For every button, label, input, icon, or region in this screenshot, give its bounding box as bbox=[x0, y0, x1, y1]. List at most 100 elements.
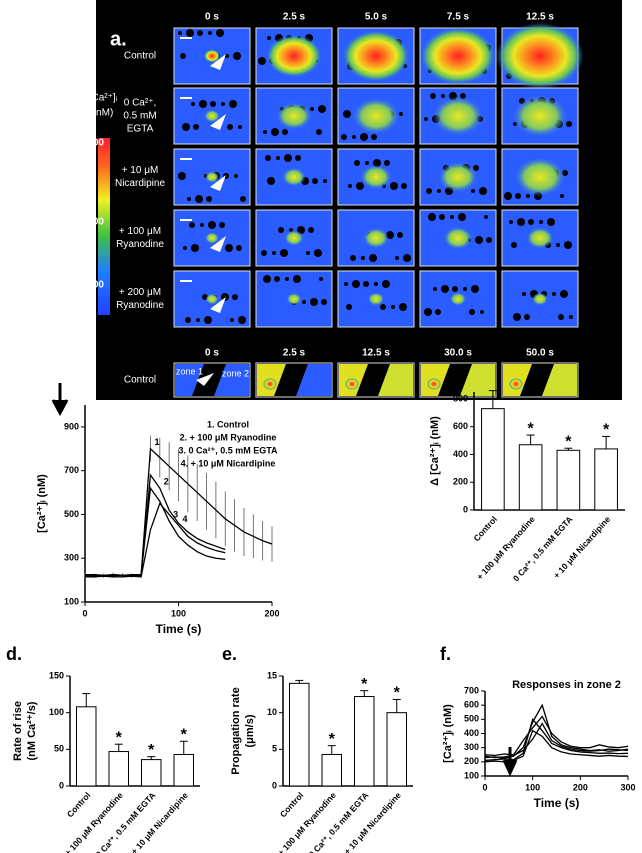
y-tick-label: 15 bbox=[267, 670, 277, 680]
time-header: 30.0 s bbox=[444, 348, 472, 359]
line bbox=[484, 729, 629, 763]
image-signal bbox=[449, 292, 467, 306]
x-tick-label: + 10 μM Nicardipine bbox=[129, 790, 190, 853]
image-texture bbox=[437, 189, 441, 193]
x-tick-label: 0 bbox=[482, 782, 487, 792]
image-texture bbox=[238, 316, 246, 324]
row-label: Ryanodine bbox=[116, 300, 164, 311]
image-texture bbox=[484, 215, 488, 219]
image-texture bbox=[267, 36, 271, 40]
x-tick-label: 100 bbox=[171, 608, 186, 618]
image-texture bbox=[439, 214, 445, 220]
image-texture bbox=[200, 223, 204, 227]
x-tick-label: 200 bbox=[573, 782, 588, 792]
image-texture bbox=[284, 154, 292, 162]
image-texture bbox=[233, 52, 241, 60]
image-texture bbox=[225, 244, 233, 252]
image-texture bbox=[186, 29, 194, 37]
panel-label: e. bbox=[222, 644, 237, 664]
image-texture bbox=[560, 290, 568, 298]
significance: * bbox=[361, 676, 368, 693]
image-tile bbox=[419, 148, 497, 206]
image-signal bbox=[204, 232, 220, 244]
bar bbox=[518, 444, 543, 511]
line bbox=[484, 722, 629, 759]
significance: * bbox=[394, 685, 401, 702]
row-label: + 100 μM bbox=[119, 226, 161, 237]
panel-label: c. bbox=[448, 369, 463, 389]
y-axis-label: Δ [Ca²⁺]ᵢ (nM) bbox=[429, 416, 441, 486]
image-texture bbox=[178, 172, 186, 180]
image-texture bbox=[293, 275, 301, 283]
y-tick-label: 400 bbox=[453, 449, 468, 459]
x-tick-label: + 10 μM Nicardipine bbox=[342, 790, 403, 853]
image-texture bbox=[475, 236, 483, 244]
image-texture bbox=[229, 100, 237, 108]
zone-label: zone 2 bbox=[222, 368, 249, 378]
image-texture bbox=[183, 246, 187, 250]
image-texture bbox=[191, 102, 195, 106]
x-tick-label: Control bbox=[471, 514, 499, 543]
image-texture bbox=[271, 128, 279, 136]
image-texture bbox=[219, 222, 225, 228]
image-texture bbox=[479, 187, 487, 195]
image-signal bbox=[420, 27, 496, 85]
bar bbox=[481, 408, 505, 511]
y-tick-label: 300 bbox=[464, 742, 479, 752]
image-texture bbox=[424, 308, 432, 316]
image-texture bbox=[350, 255, 356, 261]
image-texture bbox=[399, 112, 403, 116]
time-header: 12.5 s bbox=[526, 12, 554, 23]
image-texture bbox=[267, 177, 275, 185]
image-texture bbox=[316, 129, 322, 135]
line bbox=[484, 717, 629, 762]
bar bbox=[354, 696, 375, 787]
image-texture bbox=[528, 219, 534, 225]
image-texture bbox=[187, 197, 191, 201]
image-cell bbox=[378, 364, 413, 396]
image-texture bbox=[232, 294, 238, 300]
image-texture bbox=[480, 310, 484, 314]
image-texture bbox=[278, 227, 284, 233]
colorbar-label: [Ca²⁺]ᵢ bbox=[89, 93, 118, 104]
bar bbox=[556, 449, 581, 511]
curve-label: 1 bbox=[154, 437, 159, 447]
image-texture bbox=[365, 161, 369, 165]
image-texture bbox=[348, 184, 352, 188]
image-signal bbox=[496, 22, 584, 90]
line bbox=[484, 715, 629, 757]
image-texture bbox=[354, 160, 360, 166]
arrow bbox=[51, 383, 69, 417]
time-header: 2.5 s bbox=[283, 12, 306, 23]
image-texture bbox=[401, 183, 407, 189]
bar bbox=[386, 712, 407, 787]
panel-label: a. bbox=[110, 28, 127, 50]
image-texture bbox=[310, 298, 318, 306]
significance: * bbox=[148, 742, 155, 759]
image-texture bbox=[458, 213, 466, 221]
arrowhead bbox=[210, 236, 226, 252]
image-texture bbox=[310, 107, 314, 111]
image-texture bbox=[191, 244, 199, 252]
significance: * bbox=[116, 729, 123, 746]
y-tick-label: 0 bbox=[272, 780, 277, 790]
x-tick-label: 300 bbox=[620, 782, 635, 792]
y-tick-label: 600 bbox=[453, 421, 468, 431]
arrowhead bbox=[210, 175, 226, 191]
colorbar-label: (nM) bbox=[93, 108, 114, 119]
bar bbox=[141, 759, 162, 787]
image-texture bbox=[352, 135, 356, 139]
line bbox=[85, 502, 226, 578]
panel-label: b. bbox=[95, 367, 111, 387]
image-texture bbox=[234, 174, 238, 178]
y-tick-label: 0 bbox=[463, 504, 468, 514]
image-texture bbox=[216, 29, 224, 37]
image-texture bbox=[426, 188, 432, 194]
significance: * bbox=[528, 420, 535, 437]
image-cell bbox=[214, 364, 249, 396]
image-texture bbox=[185, 317, 191, 323]
image-signal bbox=[204, 171, 220, 183]
time-header: 7.5 s bbox=[447, 12, 470, 23]
significance: * bbox=[565, 433, 572, 450]
